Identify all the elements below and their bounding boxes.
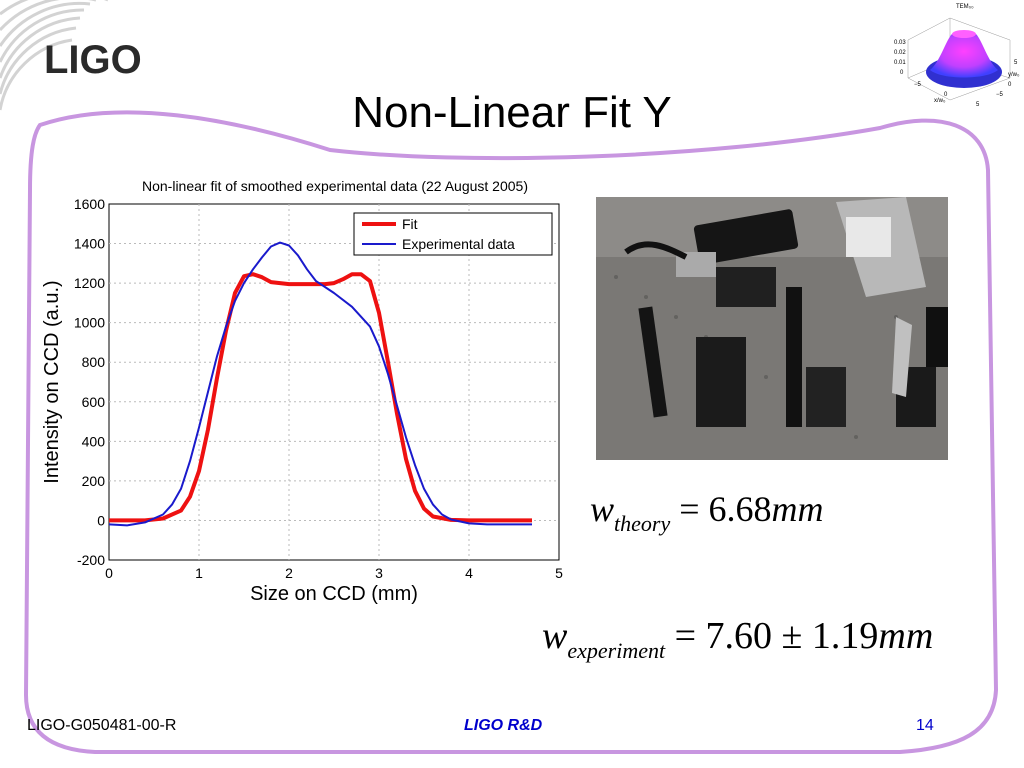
logo-arcs-graphic xyxy=(0,0,108,111)
experimental-series-line xyxy=(108,241,532,527)
inset-xlabel: x/w₀ xyxy=(934,98,946,104)
x-tick-label: 3 xyxy=(375,565,383,581)
fit-chart: Non-linear fit of smoothed experimental … xyxy=(41,178,563,605)
equation-experiment-rhs: = 7.60 ± 1.19 xyxy=(674,615,879,657)
inset-ytick-2: 5 xyxy=(1014,60,1018,66)
inset-ylabel: y/w₀ xyxy=(1008,72,1020,78)
tem00-inset-plot: TEM₀₀ 0.03 0.02 0.01 0 −5 0 5 −5 0 5 x/w… xyxy=(894,4,1020,108)
slide-title: Non-Linear Fit Y xyxy=(352,88,672,137)
x-tick-label: 0 xyxy=(105,565,113,581)
y-tick-label: 400 xyxy=(82,433,106,449)
equation-experiment-subscript: experiment xyxy=(567,638,666,663)
lab-setup-photo xyxy=(596,197,948,460)
inset-ztick-1: 0.02 xyxy=(894,50,906,56)
x-tick-label: 2 xyxy=(285,565,293,581)
equation-experiment: wexperiment = 7.60 ± 1.19mm xyxy=(542,614,933,664)
y-axis-label: Intensity on CCD (a.u.) xyxy=(41,280,63,483)
legend-label-fit: Fit xyxy=(402,216,418,232)
equation-theory-unit: mm xyxy=(771,489,824,529)
y-tick-label: 1600 xyxy=(74,196,105,212)
ligo-logo: LIGO xyxy=(44,38,142,82)
y-tick-label: 800 xyxy=(82,354,106,370)
grid xyxy=(109,204,559,560)
x-tick-label: 4 xyxy=(465,565,473,581)
x-tick-label: 5 xyxy=(555,565,563,581)
x-axis-label: Size on CCD (mm) xyxy=(250,583,418,605)
chart-title: Non-linear fit of smoothed experimental … xyxy=(142,178,528,194)
equation-theory: wtheory = 6.68mm xyxy=(590,488,824,537)
x-tick-label: 1 xyxy=(195,565,203,581)
y-tick-label: 200 xyxy=(82,473,106,489)
equation-theory-symbol: w xyxy=(590,489,615,529)
y-tick-label: 1400 xyxy=(74,236,105,252)
inset-ztick-3: 0 xyxy=(900,70,904,76)
series-lines xyxy=(108,241,532,527)
legend-box xyxy=(353,212,553,256)
footer-document-id: LIGO-G050481-00-R xyxy=(27,717,177,734)
equation-experiment-unit: mm xyxy=(878,615,934,657)
y-tick-label: 1200 xyxy=(74,275,105,291)
footer-center-label: LIGO R&D xyxy=(464,717,543,734)
inset-ztick-2: 0.01 xyxy=(894,60,906,66)
fit-series-line xyxy=(109,272,532,523)
equation-theory-subscript: theory xyxy=(614,511,671,536)
plot-area xyxy=(108,203,560,561)
y-tick-label: 0 xyxy=(97,512,105,528)
equation-experiment-symbol: w xyxy=(542,615,568,657)
y-tick-label: -200 xyxy=(77,552,105,568)
y-tick-label: 600 xyxy=(82,394,106,410)
inset-surface xyxy=(926,30,1002,88)
legend-label-experimental: Experimental data xyxy=(402,236,515,252)
inset-xtick-2: 5 xyxy=(976,102,980,108)
inset-ytick-0: −5 xyxy=(996,92,1004,98)
inset-ztick-0: 0.03 xyxy=(894,40,906,46)
inset-xtick-1: 0 xyxy=(944,92,948,98)
inset-xtick-0: −5 xyxy=(914,82,922,88)
lab-setup-photo-graphic xyxy=(596,197,948,460)
footer-page-number: 14 xyxy=(916,717,934,734)
inset-ytick-1: 0 xyxy=(1008,82,1012,88)
y-tick-label: 1000 xyxy=(74,315,105,331)
inset-title: TEM₀₀ xyxy=(956,4,974,10)
equation-theory-rhs: = 6.68 xyxy=(679,489,772,529)
legend: Fit Experimental data xyxy=(353,212,553,256)
